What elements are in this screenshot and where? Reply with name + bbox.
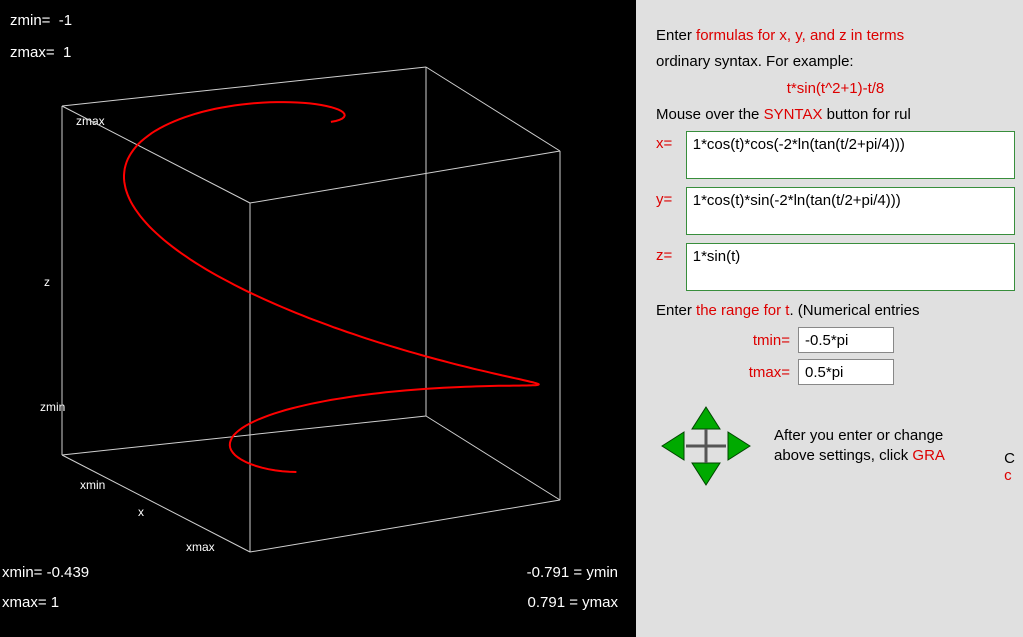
app-root: zmin= -1 zmax= 1 zmax z zmin xmin x xmax… [0, 0, 1023, 637]
arrow-left-icon[interactable] [662, 432, 684, 460]
form-panel: Enter formulas for x, y, and z in terms … [636, 0, 1023, 637]
intro-text: Enter formulas for x, y, and z in terms [656, 26, 1015, 46]
bottom-row: After you enter or change above settings… [656, 403, 1015, 489]
tmin-label: tmin= [734, 332, 790, 349]
example-formula: t*sin(t^2+1)-t/8 [656, 79, 1015, 99]
arrow-up-icon[interactable] [692, 407, 720, 429]
after-text: After you enter or change above settings… [774, 426, 945, 467]
plot-svg [0, 0, 636, 637]
x-input[interactable] [686, 131, 1015, 179]
tmin-input[interactable] [798, 327, 894, 353]
arrow-down-icon[interactable] [692, 463, 720, 485]
y-label: y= [656, 187, 686, 208]
range-side-letters: Cc [1004, 450, 1015, 484]
y-field-row: y= [656, 187, 1015, 235]
range-block: Enter the range for t. (Numerical entrie… [656, 301, 1015, 385]
x-label: x= [656, 131, 686, 152]
tmax-label: tmax= [734, 364, 790, 381]
y-input[interactable] [686, 187, 1015, 235]
arrow-pad [656, 403, 756, 489]
plot-panel[interactable]: zmin= -1 zmax= 1 zmax z zmin xmin x xmax… [0, 0, 636, 637]
intro-text-2: ordinary syntax. For example: [656, 52, 1015, 72]
range-prompt: Enter the range for t. (Numerical entrie… [656, 301, 1015, 321]
z-input[interactable] [686, 243, 1015, 291]
z-field-row: z= [656, 243, 1015, 291]
syntax-hint: Mouse over the SYNTAX button for rul [656, 105, 1015, 125]
tmin-row: tmin= [734, 327, 1015, 353]
z-label: z= [656, 243, 686, 264]
arrow-right-icon[interactable] [728, 432, 750, 460]
x-field-row: x= [656, 131, 1015, 179]
tmax-input[interactable] [798, 359, 894, 385]
tmax-row: tmax= [734, 359, 1015, 385]
